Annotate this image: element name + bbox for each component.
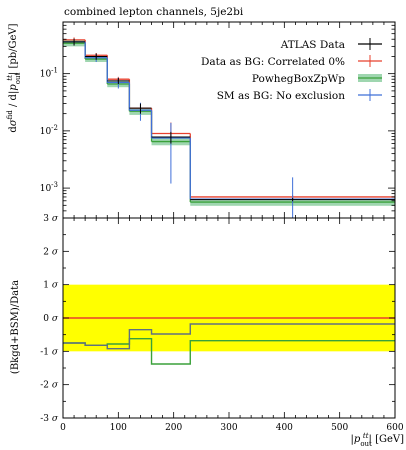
top-ytick-label: 10-3 [40,181,58,194]
bottom-panel: -3 σ -2 σ -1 σ 0 σ 1 σ 2 σ 3 σ 0 100 200 300 400 500… [10,214,404,448]
top-panel: 10-3 10-2 10-1 ATLAS Data Data as BG: Corre… [6,21,396,219]
legend-label-0: ATLAS Data [280,39,345,51]
top-axes: 10-3 10-2 10-1 [40,21,396,219]
ratio-lines [63,317,395,365]
top-frame [62,21,396,219]
x-tick-label: 300 [220,423,237,433]
legend-label-3: SM as BG: No exclusion [217,90,345,102]
x-tick-label: 500 [331,423,348,433]
legend-label-1: Data as BG: Correlated 0% [201,56,345,68]
ratio-ytick-label: 3 σ [43,214,59,224]
ratio-ytick-label: 2 σ [43,247,59,257]
chart-title: combined lepton channels, 5je2bi [64,6,244,18]
legend: ATLAS Data Data as BG: Correlated 0% Powhe… [201,38,382,102]
legend-label-2: PowhegBoxZpWp [252,73,345,85]
ratio-ytick-label: -3 σ [40,414,59,424]
top-ytick-label: 10-1 [40,67,58,80]
x-tick-label: 200 [165,423,182,433]
bottom-axes: -3 σ -2 σ -1 σ 0 σ 1 σ 2 σ 3 σ 0 100 200 300 400 500… [40,214,404,433]
top-ytick-label: 10-2 [40,124,58,137]
ratio-y-axis-label: (Bkgd+BSM)/Data [10,280,21,374]
ratio-ytick-label: 1 σ [43,281,59,291]
x-axis-label: |pouttt| [GeV] [351,432,405,448]
x-tick-label: 400 [276,423,293,433]
ratio-ytick-label: 0 σ [43,314,59,324]
top-y-axis-label-text: dσfid / d|pouttt| [pb/GeV] [6,23,22,132]
ratio-ytick-label: -1 σ [40,347,59,357]
ratio-ytick-label: -2 σ [40,381,59,391]
top-y-axis-label: dσfid / d|pouttt| [pb/GeV] [6,23,22,132]
x-tick-label: 100 [110,423,127,433]
x-tick-label: 0 [60,423,66,433]
ratio-line-2 [63,323,395,350]
top-errors [63,37,395,218]
x-tick-label: 600 [386,423,403,433]
